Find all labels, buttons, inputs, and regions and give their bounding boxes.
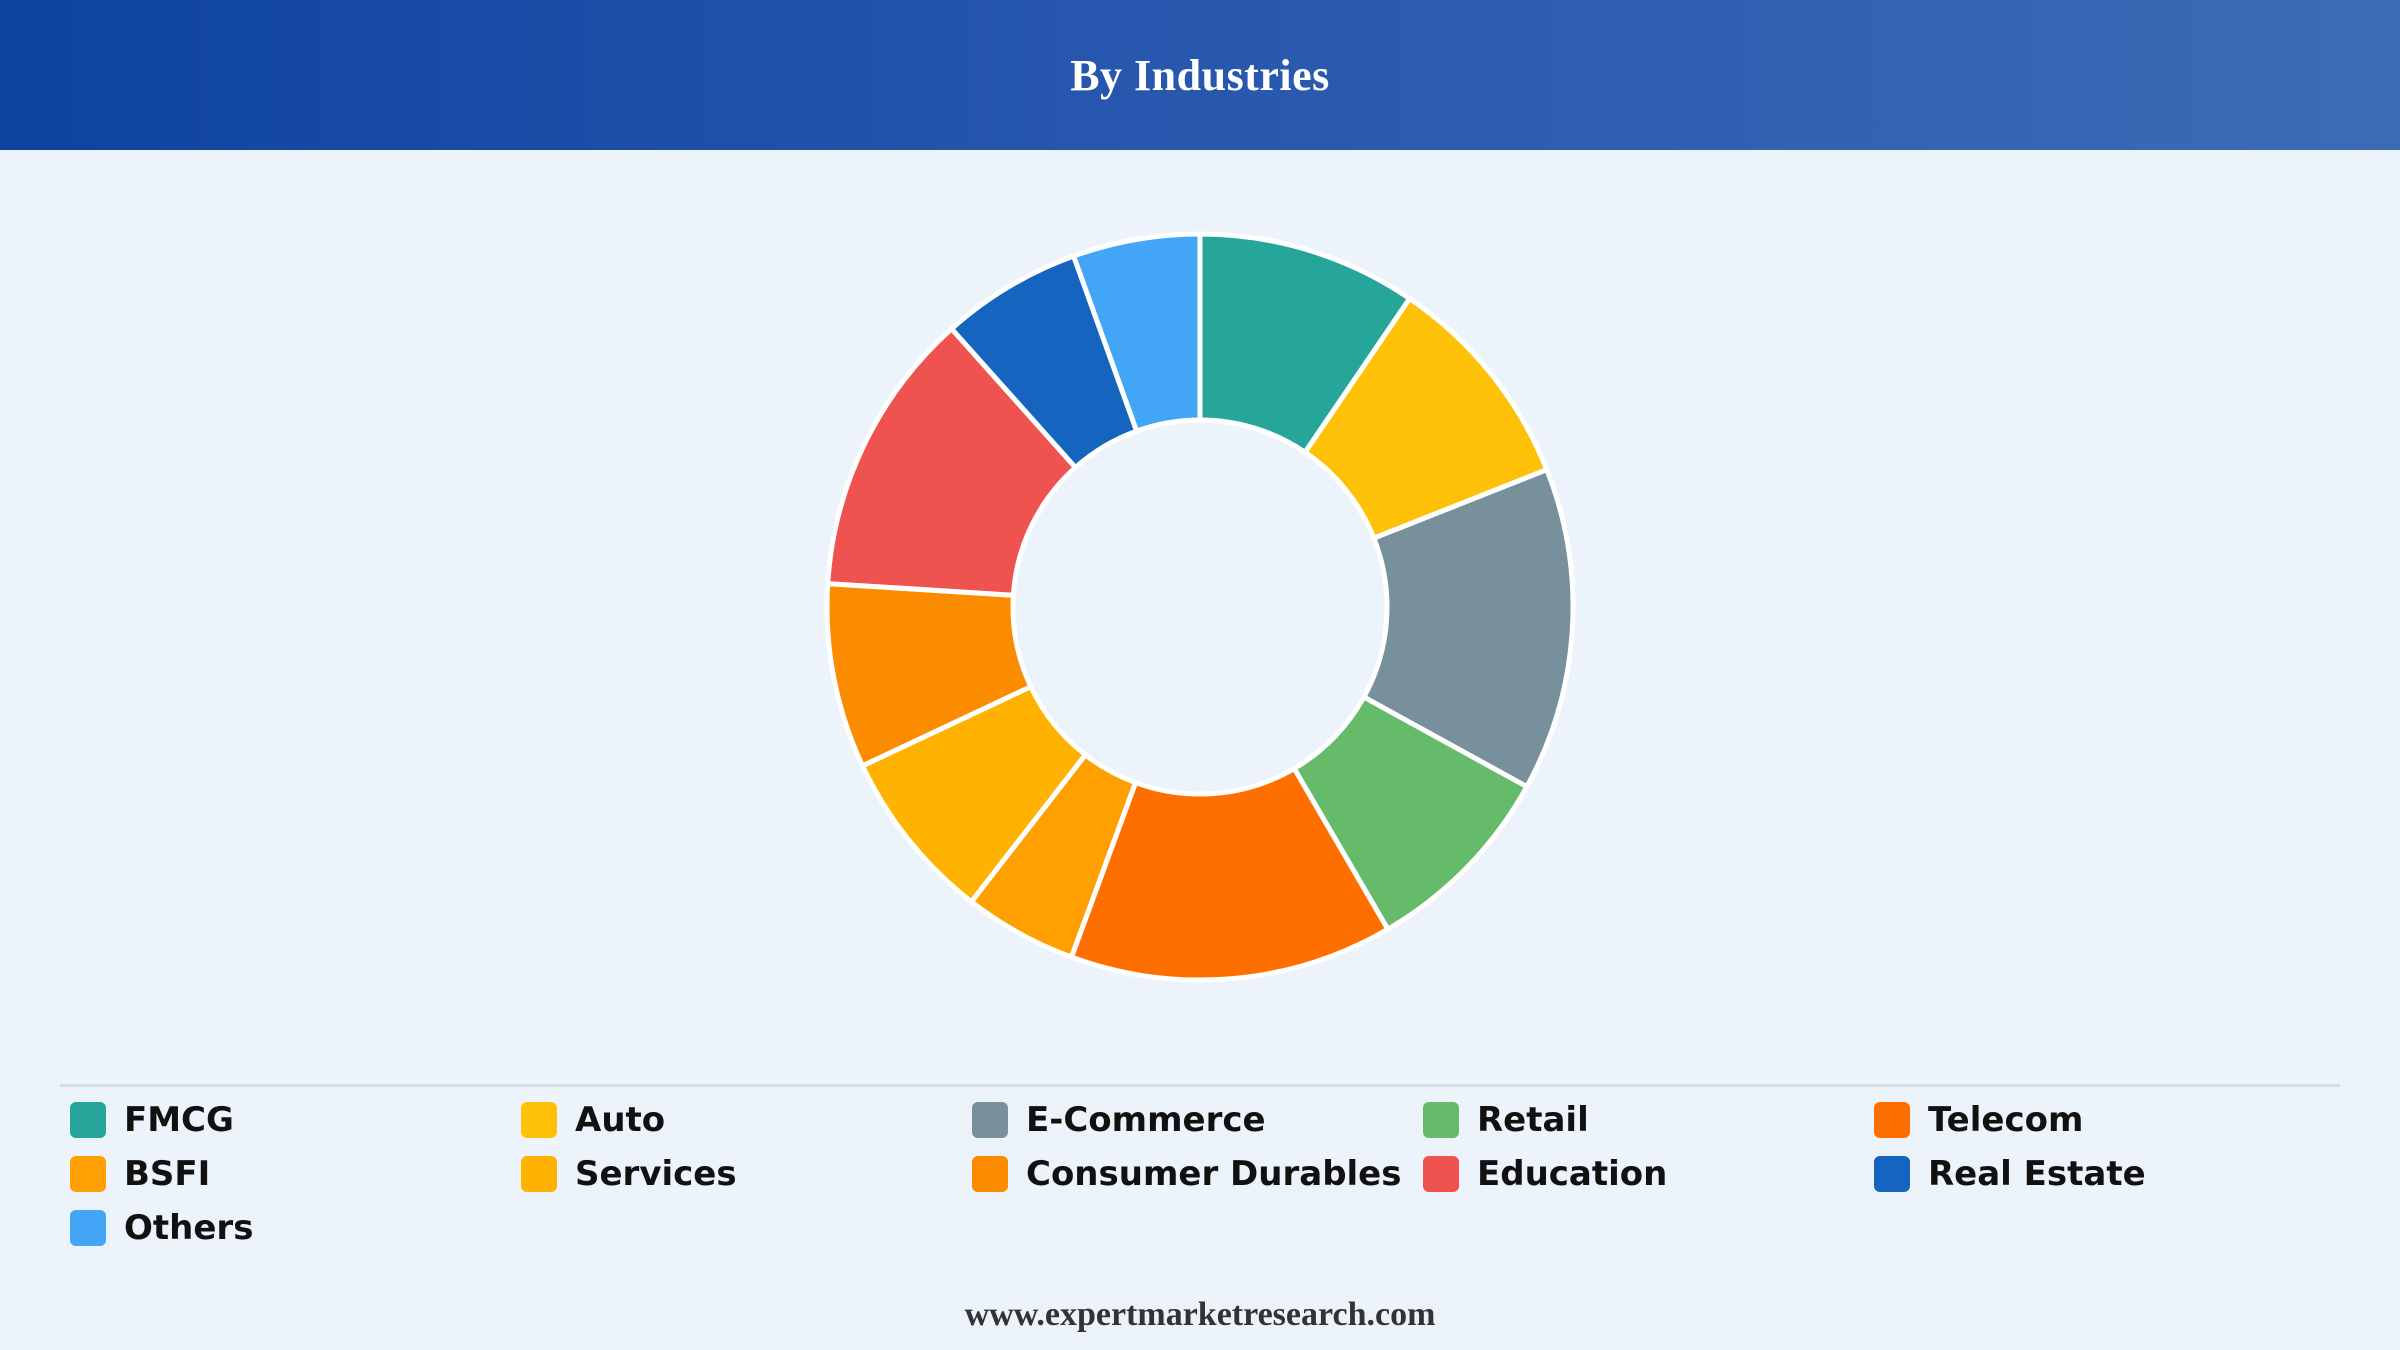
legend-swatch — [70, 1156, 106, 1192]
legend-swatch — [1423, 1156, 1459, 1192]
legend-item-education[interactable]: Education — [1423, 1154, 1874, 1194]
legend-swatch — [521, 1156, 557, 1192]
header-banner: By Industries — [0, 0, 2400, 150]
legend-item-real-estate[interactable]: Real Estate — [1874, 1154, 2325, 1194]
legend-item-telecom[interactable]: Telecom — [1874, 1100, 2325, 1140]
legend-swatch — [521, 1102, 557, 1138]
legend-swatch — [972, 1156, 1008, 1192]
legend-item-e-commerce[interactable]: E-Commerce — [972, 1100, 1423, 1140]
legend-label: Real Estate — [1928, 1154, 2146, 1194]
legend-item-fmcg[interactable]: FMCG — [70, 1100, 521, 1140]
legend-swatch — [1874, 1102, 1910, 1138]
legend-label: Retail — [1477, 1100, 1589, 1140]
legend-label: E-Commerce — [1026, 1100, 1266, 1140]
legend-item-bsfi[interactable]: BSFI — [70, 1154, 521, 1194]
legend-item-auto[interactable]: Auto — [521, 1100, 972, 1140]
legend-label: Telecom — [1928, 1100, 2084, 1140]
legend-swatch — [1874, 1156, 1910, 1192]
legend-item-services[interactable]: Services — [521, 1154, 972, 1194]
legend-item-retail[interactable]: Retail — [1423, 1100, 1874, 1140]
legend-swatch — [972, 1102, 1008, 1138]
chart-area — [0, 150, 2400, 1070]
legend-label: Services — [575, 1154, 737, 1194]
legend-swatch — [70, 1210, 106, 1246]
legend-item-others[interactable]: Others — [70, 1208, 521, 1248]
legend-swatch — [1423, 1102, 1459, 1138]
legend-label: BSFI — [124, 1154, 211, 1194]
legend-label: Education — [1477, 1154, 1668, 1194]
legend-divider — [60, 1084, 2340, 1087]
legend-label: Consumer Durables — [1026, 1154, 1402, 1194]
legend-item-consumer-durables[interactable]: Consumer Durables — [972, 1154, 1423, 1194]
donut-slice-e-commerce[interactable] — [1361, 467, 1576, 790]
source-footer: www.expertmarketresearch.com — [964, 1296, 1436, 1333]
donut-slice-others[interactable] — [1071, 231, 1203, 434]
legend: FMCG Auto E-Commerce Retail Telecom BSFI Servi… — [70, 1100, 2330, 1248]
donut-slice-telecom[interactable] — [1068, 766, 1391, 983]
legend-label: Others — [124, 1208, 254, 1248]
donut-chart — [824, 231, 1576, 983]
legend-label: Auto — [575, 1100, 666, 1140]
legend-swatch — [70, 1102, 106, 1138]
donut-slice-education[interactable] — [825, 326, 1078, 598]
chart-title: By Industries — [1070, 50, 1330, 100]
legend-label: FMCG — [124, 1100, 234, 1140]
